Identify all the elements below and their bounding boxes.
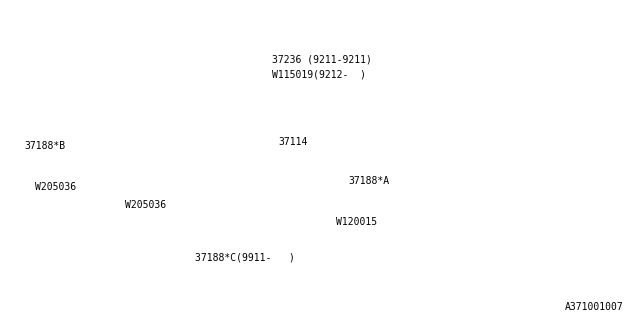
Text: W120015: W120015 xyxy=(336,217,377,228)
Text: 37188*B: 37188*B xyxy=(24,140,65,151)
Text: 37236 (9211-9211): 37236 (9211-9211) xyxy=(272,54,372,64)
Text: W115019(9212-  ): W115019(9212- ) xyxy=(272,69,366,79)
Text: 37188*A: 37188*A xyxy=(349,176,390,186)
Text: 37114: 37114 xyxy=(278,137,308,148)
Text: A371001007: A371001007 xyxy=(565,302,624,312)
Text: W205036: W205036 xyxy=(125,200,166,210)
Text: 37188*C(9911-   ): 37188*C(9911- ) xyxy=(195,252,295,263)
Text: W205036: W205036 xyxy=(35,182,76,192)
